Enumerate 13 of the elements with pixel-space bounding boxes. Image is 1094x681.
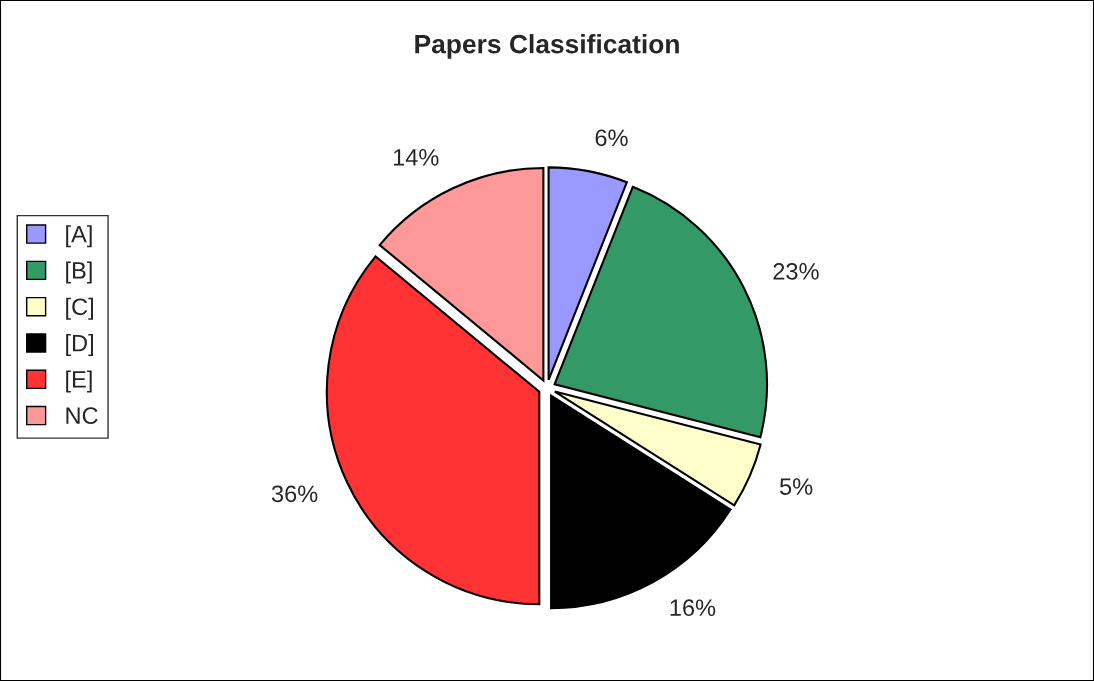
legend-label: [A] bbox=[66, 225, 92, 248]
legend-label: NC bbox=[66, 407, 98, 425]
legend-label: [D] bbox=[66, 334, 93, 357]
legend-label: [E] bbox=[66, 370, 92, 393]
legend-label: [B] bbox=[66, 261, 92, 284]
data-label: 16% bbox=[670, 599, 716, 617]
data-label: 6% bbox=[595, 129, 628, 147]
data-label: 23% bbox=[773, 263, 819, 280]
data-label: 5% bbox=[779, 478, 813, 495]
data-label: 14% bbox=[393, 149, 439, 166]
legend-label: [C] bbox=[66, 297, 93, 320]
chart-title: Papers Classification bbox=[415, 34, 679, 59]
data-label: 36% bbox=[271, 485, 318, 503]
